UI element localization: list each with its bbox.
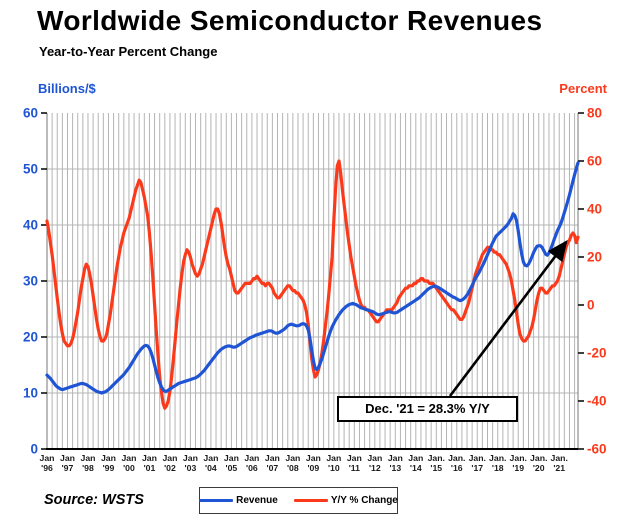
right-tick-label: 0 xyxy=(587,298,595,313)
x-tick-label: Jan '13 xyxy=(388,453,403,473)
right-tick-label: -60 xyxy=(587,442,607,457)
x-tick-label: Jan '00 xyxy=(121,453,136,473)
x-tick-label: Jan '08 xyxy=(285,453,300,473)
legend-item-revenue: Revenue xyxy=(199,495,278,506)
x-tick-label: Jan '97 xyxy=(60,453,75,473)
left-tick-label: 20 xyxy=(23,330,38,345)
revenue-line xyxy=(45,161,580,395)
source-note: Source: WSTS xyxy=(44,492,144,508)
x-tick-label: Jan '12 xyxy=(367,453,382,473)
x-tick-label: Jan '03 xyxy=(183,453,198,473)
yoy-line-swatch xyxy=(293,499,328,502)
legend-item-yoy: Y/Y % Change xyxy=(293,495,398,506)
x-tick-label: Jan '96 xyxy=(40,453,55,473)
x-tick-label: Jan. '18 xyxy=(489,453,506,473)
left-tick-label: 60 xyxy=(23,106,38,121)
x-tick-label: Jan. '20 xyxy=(530,453,547,473)
right-tick-label: -40 xyxy=(587,394,607,409)
x-tick-label: Jan '05 xyxy=(224,453,239,473)
x-tick-label: Jan '06 xyxy=(244,453,259,473)
legend-box: Revenue Y/Y % Change xyxy=(199,487,398,514)
x-tick-label: Jan '14 xyxy=(408,453,423,473)
x-tick-label: Jan. '21 xyxy=(551,453,568,473)
chart-title: Worldwide Semiconductor Revenues xyxy=(37,5,543,36)
left-tick-label: 40 xyxy=(23,218,38,233)
legend-label-revenue: Revenue xyxy=(236,495,278,506)
x-tick-label: Jan. '19 xyxy=(510,453,527,473)
right-tick-label: 80 xyxy=(587,106,602,121)
right-tick-label: -20 xyxy=(587,346,607,361)
revenue-line-swatch xyxy=(199,499,234,502)
x-tick-label: Jan '99 xyxy=(101,453,116,473)
left-tick-label: 0 xyxy=(30,442,38,457)
left-tick-label: 10 xyxy=(23,386,38,401)
x-tick-label: Jan '98 xyxy=(80,453,95,473)
annotation-callout: Dec. '21 = 28.3% Y/Y xyxy=(337,396,518,422)
x-tick-label: Jan. '15 xyxy=(428,453,445,473)
right-tick-label: 60 xyxy=(587,154,602,169)
x-tick-label: Jan '02 xyxy=(162,453,177,473)
chart-subtitle: Year-to-Year Percent Change xyxy=(39,44,218,59)
x-tick-label: Jan '07 xyxy=(265,453,280,473)
right-axis-title: Percent xyxy=(559,81,607,96)
left-tick-label: 30 xyxy=(23,274,38,289)
legend-label-yoy: Y/Y % Change xyxy=(330,495,398,506)
right-tick-label: 40 xyxy=(587,202,602,217)
x-tick-label: Jan. '16 xyxy=(448,453,465,473)
x-tick-label: Jan '10 xyxy=(326,453,341,473)
x-tick-label: Jan '09 xyxy=(306,453,321,473)
left-tick-label: 50 xyxy=(23,162,38,177)
x-tick-label: Jan. '17 xyxy=(469,453,486,473)
left-axis-title: Billions/$ xyxy=(38,81,96,96)
x-tick-label: Jan '04 xyxy=(203,453,218,473)
right-tick-label: 20 xyxy=(587,250,602,265)
x-tick-label: Jan '01 xyxy=(142,453,157,473)
x-tick-label: Jan '11 xyxy=(347,453,362,473)
annotation-arrow xyxy=(448,240,568,397)
